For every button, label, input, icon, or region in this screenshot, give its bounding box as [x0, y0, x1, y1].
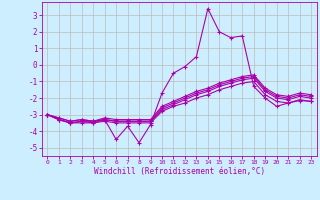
- X-axis label: Windchill (Refroidissement éolien,°C): Windchill (Refroidissement éolien,°C): [94, 167, 265, 176]
